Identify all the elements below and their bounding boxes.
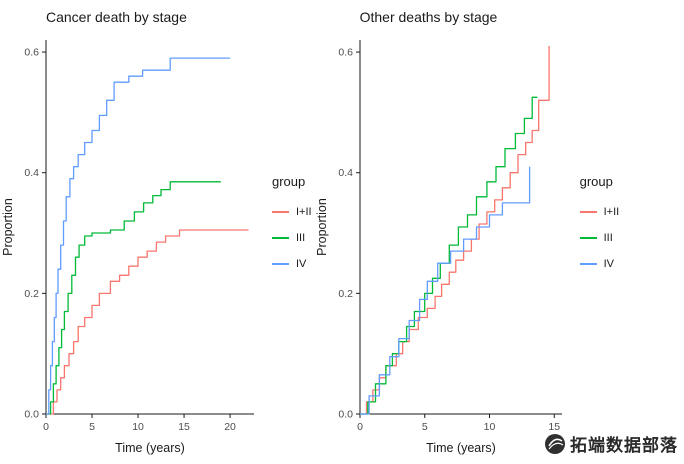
legend-item-iii: III bbox=[579, 231, 620, 244]
x-tick-label: 10 bbox=[132, 421, 144, 433]
watermark: 拓端数据部落 bbox=[544, 431, 678, 456]
series-line-III bbox=[46, 181, 221, 415]
x-axis-title: Time (years) bbox=[115, 441, 185, 455]
other-deaths-chart: 0 5 10 15 0.0 0.2 0.4 0.6 Time (years) Proportion bbox=[315, 40, 562, 455]
legend-title: group bbox=[272, 173, 306, 189]
x-tick-label: 5 bbox=[421, 421, 427, 433]
legend-item-i-ii: I+II bbox=[579, 205, 620, 218]
legend-label: I+II bbox=[603, 205, 620, 218]
y-tick-label: 0.0 bbox=[24, 409, 39, 421]
x-tick-label: 15 bbox=[548, 421, 560, 433]
legend-label: III bbox=[296, 231, 306, 244]
legend-line-swatch bbox=[272, 236, 289, 239]
other-deaths-panel: Other deaths by stage 0 5 10 15 0.0 0.2 0.4 0.6… bbox=[314, 0, 622, 464]
legend-label: IV bbox=[296, 257, 307, 270]
cancer-death-chart: 0 5 10 15 20 0.0 0.2 0.4 0.6 Time (years) Proporti… bbox=[1, 40, 254, 455]
legend-line-swatch bbox=[579, 236, 597, 239]
series-line-I+II bbox=[46, 229, 249, 415]
legend-cancer-death: group I+II III IV bbox=[270, 0, 314, 464]
other-deaths-plot-column: Other deaths by stage 0 5 10 15 0.0 0.2 0.4 0.6… bbox=[314, 0, 578, 464]
x-tick-label: 0 bbox=[43, 421, 49, 433]
legend-line-swatch bbox=[579, 262, 597, 265]
series-line-IV bbox=[46, 57, 231, 415]
y-tick-label: 0.6 bbox=[24, 47, 39, 59]
series-line-IV bbox=[359, 166, 530, 415]
legend-item-iv: IV bbox=[272, 258, 312, 270]
x-tick-label: 0 bbox=[357, 421, 363, 433]
x-tick-label: 5 bbox=[89, 421, 95, 433]
legend-item-i-ii: I+II bbox=[272, 206, 312, 218]
legend-line-swatch bbox=[272, 262, 289, 265]
series-line-III bbox=[359, 96, 537, 415]
legend-item-iv: IV bbox=[579, 257, 620, 270]
cancer-death-panel: Cancer death by stage 0 5 10 15 20 0.0 0.2 0.4 0… bbox=[0, 0, 314, 464]
watermark-logo-icon bbox=[545, 433, 565, 454]
legend-label: I+II bbox=[296, 205, 312, 218]
x-axis-title: Time (years) bbox=[426, 441, 496, 455]
y-tick-label: 0.4 bbox=[338, 167, 353, 179]
y-tick-label: 0.2 bbox=[24, 288, 39, 300]
legend-line-swatch bbox=[272, 210, 289, 213]
y-tick-label: 0.4 bbox=[24, 167, 39, 179]
y-tick-label: 0.0 bbox=[338, 409, 353, 421]
legend-label: III bbox=[603, 231, 613, 244]
series-line-I+II bbox=[359, 46, 550, 415]
x-tick-label: 20 bbox=[224, 421, 236, 433]
y-axis-title: Proportion bbox=[315, 198, 329, 256]
x-tick-label: 15 bbox=[178, 421, 190, 433]
y-tick-label: 0.6 bbox=[338, 47, 353, 59]
cancer-death-plot-column: Cancer death by stage 0 5 10 15 20 0.0 0.2 0.4 0… bbox=[0, 0, 270, 464]
chart-title-cancer-death: Cancer death by stage bbox=[46, 9, 187, 25]
legend-label: IV bbox=[603, 257, 614, 270]
y-tick-label: 0.2 bbox=[338, 288, 353, 300]
legend-line-swatch bbox=[579, 210, 597, 213]
y-axis-title: Proportion bbox=[1, 198, 15, 256]
x-tick-label: 10 bbox=[483, 421, 495, 433]
legend-item-iii: III bbox=[272, 232, 312, 244]
legend-other-deaths: group I+II III IV bbox=[578, 0, 622, 464]
chart-title-other-deaths: Other deaths by stage bbox=[359, 9, 498, 25]
legend-title: group bbox=[579, 173, 613, 189]
watermark-text: 拓端数据部落 bbox=[570, 436, 678, 455]
